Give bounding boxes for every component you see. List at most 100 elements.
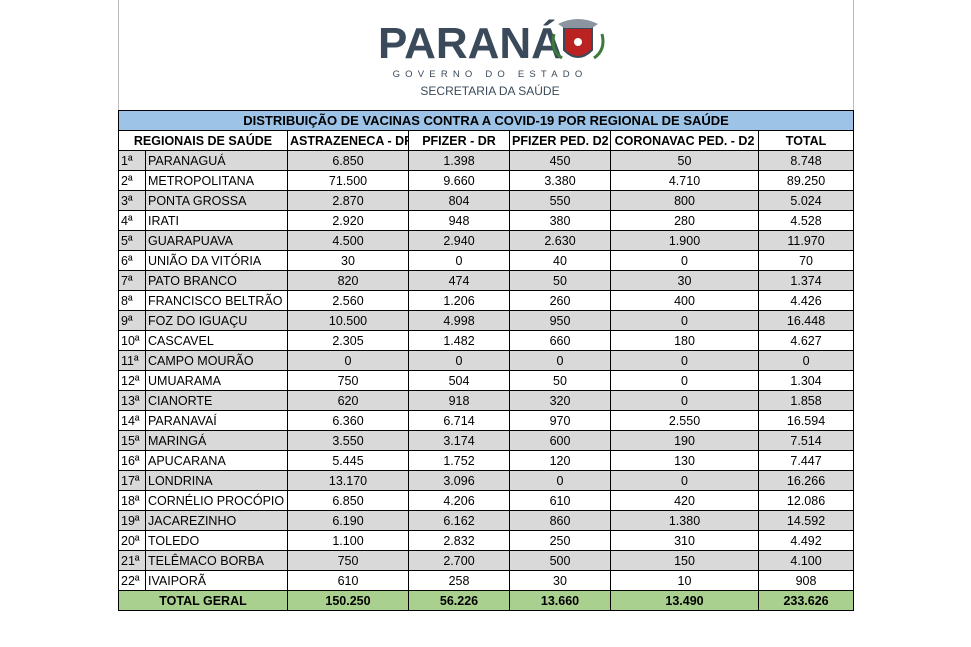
cell: 320 xyxy=(509,390,611,411)
cell: 2.550 xyxy=(610,410,759,431)
region-name: PARANAGUÁ xyxy=(145,150,288,171)
cell: 50 xyxy=(509,270,611,291)
cell: 16.266 xyxy=(757,470,855,491)
cell: 600 xyxy=(509,430,611,451)
cell: 10.500 xyxy=(287,310,409,331)
cell: 4.710 xyxy=(610,170,759,191)
region-number: 18ª xyxy=(118,490,146,511)
column-header: CORONAVAC PED. - D2 xyxy=(610,130,759,151)
region-number: 7ª xyxy=(118,270,146,291)
cell: 6.360 xyxy=(287,410,409,431)
region-number: 2ª xyxy=(118,170,146,191)
data-row: 4ª IRATI 2.920 948 380 280 4.528 xyxy=(118,210,855,231)
logo-title: PARANÁ xyxy=(378,18,563,68)
cell: 918 xyxy=(408,390,510,411)
cell: 14.592 xyxy=(757,510,855,531)
total-cell: 13.490 xyxy=(610,590,759,611)
cell: 1.482 xyxy=(408,330,510,351)
cell: 1.304 xyxy=(757,370,855,391)
cell: 0 xyxy=(757,350,855,371)
data-row: 18ª CORNÉLIO PROCÓPIO 6.850 4.206 610 420 12.0… xyxy=(118,490,855,511)
cell: 0 xyxy=(610,390,759,411)
region-name: CIANORTE xyxy=(145,390,288,411)
region-number: 22ª xyxy=(118,570,146,591)
cell: 7.514 xyxy=(757,430,855,451)
cell: 908 xyxy=(757,570,855,591)
data-row: 7ª PATO BRANCO 820 474 50 30 1.374 xyxy=(118,270,855,291)
cell: 2.870 xyxy=(287,190,409,211)
region-number: 6ª xyxy=(118,250,146,271)
region-number: 19ª xyxy=(118,510,146,531)
cell: 660 xyxy=(509,330,611,351)
cell: 950 xyxy=(509,310,611,331)
region-name: PONTA GROSSA xyxy=(145,190,288,211)
cell: 180 xyxy=(610,330,759,351)
cell: 40 xyxy=(509,250,611,271)
data-row: 2ª METROPOLITANA 71.500 9.660 3.380 4.710 89.2… xyxy=(118,170,855,191)
cell: 16.448 xyxy=(757,310,855,331)
cell: 250 xyxy=(509,530,611,551)
region-name: PARANAVAÍ xyxy=(145,410,288,431)
region-number: 11ª xyxy=(118,350,146,371)
cell: 0 xyxy=(287,350,409,371)
region-number: 17ª xyxy=(118,470,146,491)
cell: 6.162 xyxy=(408,510,510,531)
cell: 89.250 xyxy=(757,170,855,191)
cell: 800 xyxy=(610,190,759,211)
region-name: IVAIPORÃ xyxy=(145,570,288,591)
cell: 5.445 xyxy=(287,450,409,471)
region-number: 16ª xyxy=(118,450,146,471)
cell: 804 xyxy=(408,190,510,211)
region-name: MARINGÁ xyxy=(145,430,288,451)
region-name: UMUARAMA xyxy=(145,370,288,391)
region-number: 3ª xyxy=(118,190,146,211)
cell: 16.594 xyxy=(757,410,855,431)
crest xyxy=(551,19,605,60)
region-name: METROPOLITANA xyxy=(145,170,288,191)
region-name: LONDRINA xyxy=(145,470,288,491)
region-number: 8ª xyxy=(118,290,146,311)
cell: 4.998 xyxy=(408,310,510,331)
total-cell: 150.250 xyxy=(287,590,409,611)
region-name: TELÊMACO BORBA xyxy=(145,550,288,571)
cell: 0 xyxy=(610,350,759,371)
logo: PARANÁ GOVERNO DO ESTADO SECRETARIA DA S… xyxy=(378,18,605,98)
cell: 4.100 xyxy=(757,550,855,571)
cell: 504 xyxy=(408,370,510,391)
cell: 400 xyxy=(610,290,759,311)
logo-subtitle: GOVERNO DO ESTADO xyxy=(393,69,588,80)
region-number: 4ª xyxy=(118,210,146,231)
cell: 2.832 xyxy=(408,530,510,551)
cell: 50 xyxy=(509,370,611,391)
data-row: 12ª UMUARAMA 750 504 50 0 1.304 xyxy=(118,370,855,391)
cell: 610 xyxy=(287,570,409,591)
data-row: 11ª CAMPO MOURÃO 0 0 0 0 0 xyxy=(118,350,855,371)
cell: 0 xyxy=(610,370,759,391)
cell: 6.190 xyxy=(287,510,409,531)
cell: 8.748 xyxy=(757,150,855,171)
data-row: 9ª FOZ DO IGUAÇU 10.500 4.998 950 0 16.448 xyxy=(118,310,855,331)
region-number: 15ª xyxy=(118,430,146,451)
cell: 2.700 xyxy=(408,550,510,571)
data-row: 21ª TELÊMACO BORBA 750 2.700 500 150 4.100 xyxy=(118,550,855,571)
cell: 970 xyxy=(509,410,611,431)
region-name: FOZ DO IGUAÇU xyxy=(145,310,288,331)
region-name: PATO BRANCO xyxy=(145,270,288,291)
cell: 120 xyxy=(509,450,611,471)
data-row: 15ª MARINGÁ 3.550 3.174 600 190 7.514 xyxy=(118,430,855,451)
cell: 6.850 xyxy=(287,150,409,171)
region-name: CASCAVEL xyxy=(145,330,288,351)
cell: 2.560 xyxy=(287,290,409,311)
region-number: 14ª xyxy=(118,410,146,431)
cell: 0 xyxy=(509,470,611,491)
cell: 948 xyxy=(408,210,510,231)
region-number: 5ª xyxy=(118,230,146,251)
cell: 820 xyxy=(287,270,409,291)
cell: 860 xyxy=(509,510,611,531)
cell: 13.170 xyxy=(287,470,409,491)
region-name: UNIÃO DA VITÓRIA xyxy=(145,250,288,271)
cell: 4.500 xyxy=(287,230,409,251)
cell: 450 xyxy=(509,150,611,171)
cell: 474 xyxy=(408,270,510,291)
cell: 550 xyxy=(509,190,611,211)
